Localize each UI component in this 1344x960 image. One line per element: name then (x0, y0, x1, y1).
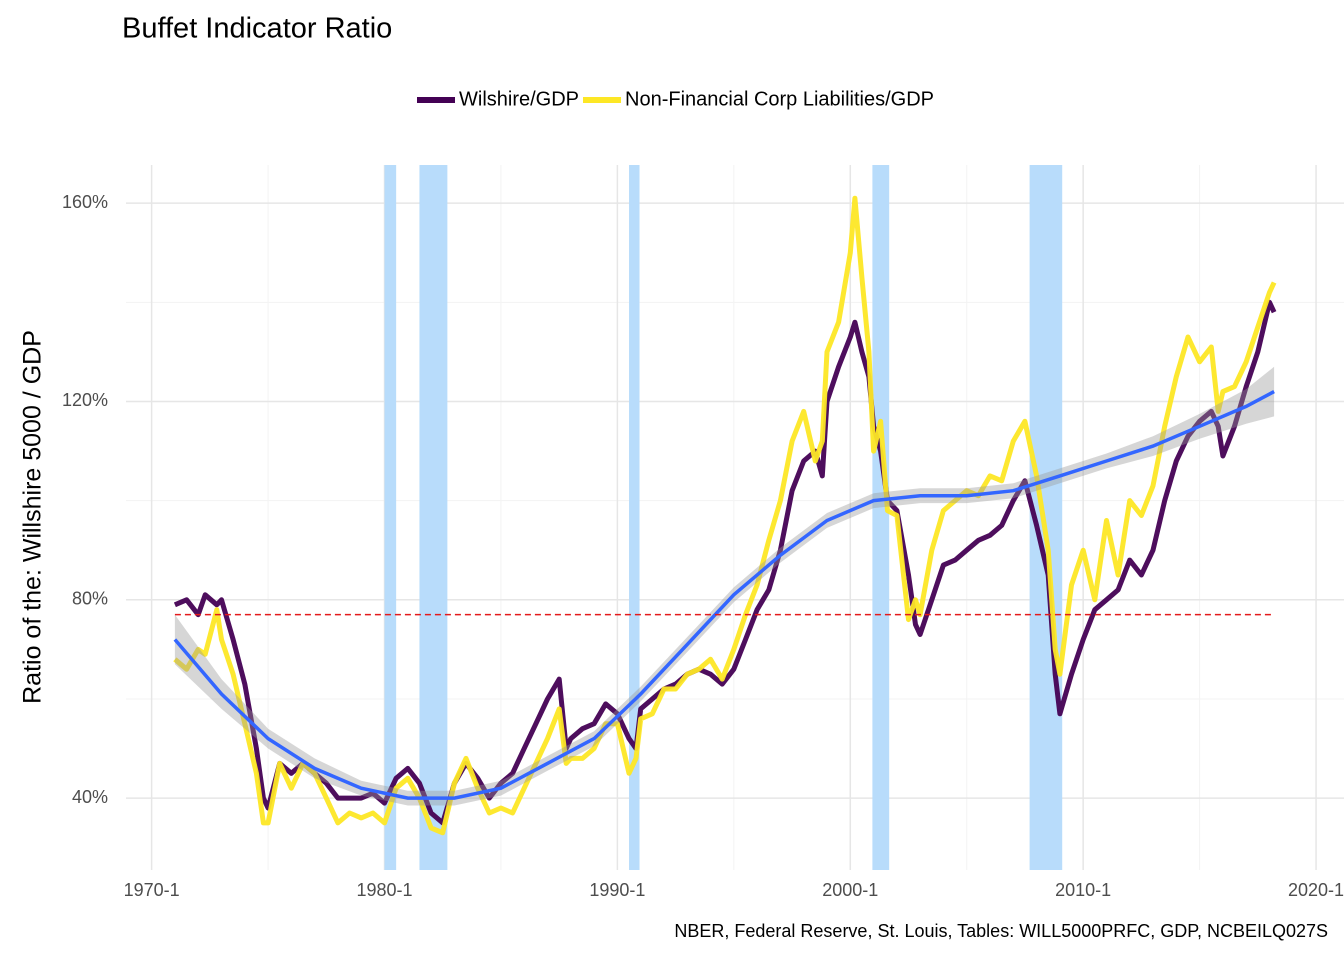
caption: NBER, Federal Reserve, St. Louis, Tables… (674, 921, 1328, 941)
recession-band (872, 165, 890, 870)
y-tick-label: 40% (72, 787, 108, 807)
x-tick-label: 2000-1 (822, 880, 878, 900)
x-tick-label: 1990-1 (589, 880, 645, 900)
smooth-line (173, 390, 1275, 800)
x-tick-label: 2010-1 (1055, 880, 1111, 900)
legend-label: Non-Financial Corp Liabilities/GDP (625, 88, 934, 110)
series-line (173, 299, 1277, 826)
recession-band (629, 165, 640, 870)
x-tick-label: 1980-1 (356, 880, 412, 900)
y-tick-label: 160% (62, 192, 108, 212)
chart-title: Buffet Indicator Ratio (122, 13, 392, 45)
series-line (173, 195, 1277, 836)
y-tick-label: 120% (62, 390, 108, 410)
confidence-band (174, 366, 1275, 806)
y-tick-label: 80% (72, 589, 108, 609)
y-axis-title: Ratio of the: Willshire 5000 / GDP (19, 330, 47, 704)
legend-label: Wilshire/GDP (459, 88, 579, 110)
x-tick-label: 1970-1 (124, 880, 180, 900)
recession-band (384, 165, 397, 870)
x-tick-label: 2020-1 (1288, 880, 1344, 900)
recession-band (419, 165, 448, 870)
